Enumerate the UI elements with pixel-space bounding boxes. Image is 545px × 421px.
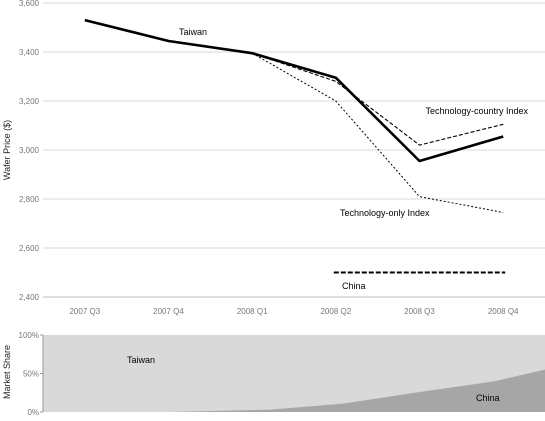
price-x-tick-label: 2007 Q4 xyxy=(153,307,184,316)
market-share-areas xyxy=(43,335,545,412)
price-x-tick-label: 2007 Q3 xyxy=(69,307,100,316)
area-label-china: China xyxy=(476,393,500,403)
price-y-tick-label: 2,800 xyxy=(19,195,40,204)
price-y-tick-label: 2,600 xyxy=(19,244,40,253)
price-y-tick-label: 2,400 xyxy=(19,293,40,302)
series-line-technology-country-index xyxy=(252,52,504,146)
price-y-ticks: 2,400 2,600 2,800 3,000 3,200 3,400 3,600 xyxy=(19,0,40,302)
area-label-taiwan: Taiwan xyxy=(127,355,155,365)
price-x-ticks: 2007 Q3 2007 Q4 2008 Q1 2008 Q2 2008 Q3 2008 … xyxy=(69,307,519,316)
series-label: Taiwan xyxy=(179,27,207,37)
price-x-tick-label: 2008 Q4 xyxy=(488,307,519,316)
series-line-technology-only-index xyxy=(251,52,504,213)
series-label: Technology-only Index xyxy=(340,208,430,218)
price-x-tick-label: 2008 Q2 xyxy=(320,307,351,316)
price-x-tick-label: 2008 Q3 xyxy=(404,307,435,316)
market-share-y-tick-label: 50% xyxy=(23,370,39,379)
price-y-axis-title: Wafer Price ($) xyxy=(2,120,12,180)
price-y-tick-label: 3,200 xyxy=(19,97,40,106)
price-y-tick-label: 3,600 xyxy=(19,0,40,8)
market-share-y-axis-title: Market Share xyxy=(2,345,12,399)
market-share-series-labels: Taiwan China xyxy=(127,355,500,403)
price-y-tick-label: 3,400 xyxy=(19,48,40,57)
series-line-taiwan xyxy=(84,18,504,163)
area-china xyxy=(43,369,545,412)
price-y-tick-label: 3,000 xyxy=(19,146,40,155)
series-label: China xyxy=(342,281,366,291)
series-label: Technology-country Index xyxy=(425,106,528,116)
price-gridlines xyxy=(43,2,545,298)
market-share-y-tick-label: 0% xyxy=(27,408,39,416)
price-series-labels: Taiwan Technology-country Index Technology… xyxy=(179,27,528,291)
price-chart: 2,400 2,600 2,800 3,000 3,200 3,400 3,600 2007… xyxy=(2,0,545,316)
price-x-tick-label: 2008 Q1 xyxy=(237,307,268,316)
price-series xyxy=(84,18,506,274)
market-share-chart: 0% 50% 100% Taiwan China Market Share xyxy=(2,331,545,417)
market-share-y-tick-label: 100% xyxy=(19,331,39,340)
market-share-y-ticks: 0% 50% 100% xyxy=(19,331,44,417)
